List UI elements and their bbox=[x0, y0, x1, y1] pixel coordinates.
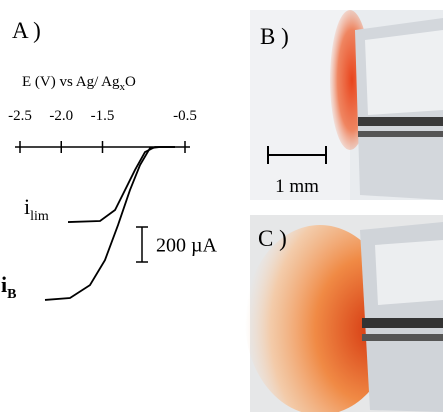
figure: 1 mm B ) C ) A ) E (V) vs Ag/ AgxO -2.5 -… bbox=[0, 0, 443, 412]
x-tick-label: -2.0 bbox=[49, 108, 73, 124]
panel-label: C ) bbox=[258, 226, 287, 251]
x-axis-label: E (V) vs Ag/ AgxO bbox=[22, 74, 136, 93]
panel-label: A ) bbox=[12, 18, 41, 43]
legend-subscript: lim bbox=[30, 209, 49, 224]
photo-c: C ) bbox=[245, 215, 443, 412]
line bbox=[45, 147, 175, 300]
panel-label: B ) bbox=[260, 24, 289, 49]
x-tick-label: -0.5 bbox=[173, 108, 197, 124]
line bbox=[68, 147, 175, 222]
legend-label: iB bbox=[1, 272, 16, 302]
legend-label: ilim bbox=[24, 194, 49, 224]
x-tick-label: -2.5 bbox=[8, 108, 32, 124]
photo-b: 1 mm B ) bbox=[250, 10, 443, 200]
scale-label: 1 mm bbox=[275, 176, 319, 197]
x-tick-label: -1.5 bbox=[91, 108, 115, 124]
scale-bar-label: 200 µA bbox=[156, 235, 218, 257]
legend-subscript: B bbox=[7, 287, 16, 302]
